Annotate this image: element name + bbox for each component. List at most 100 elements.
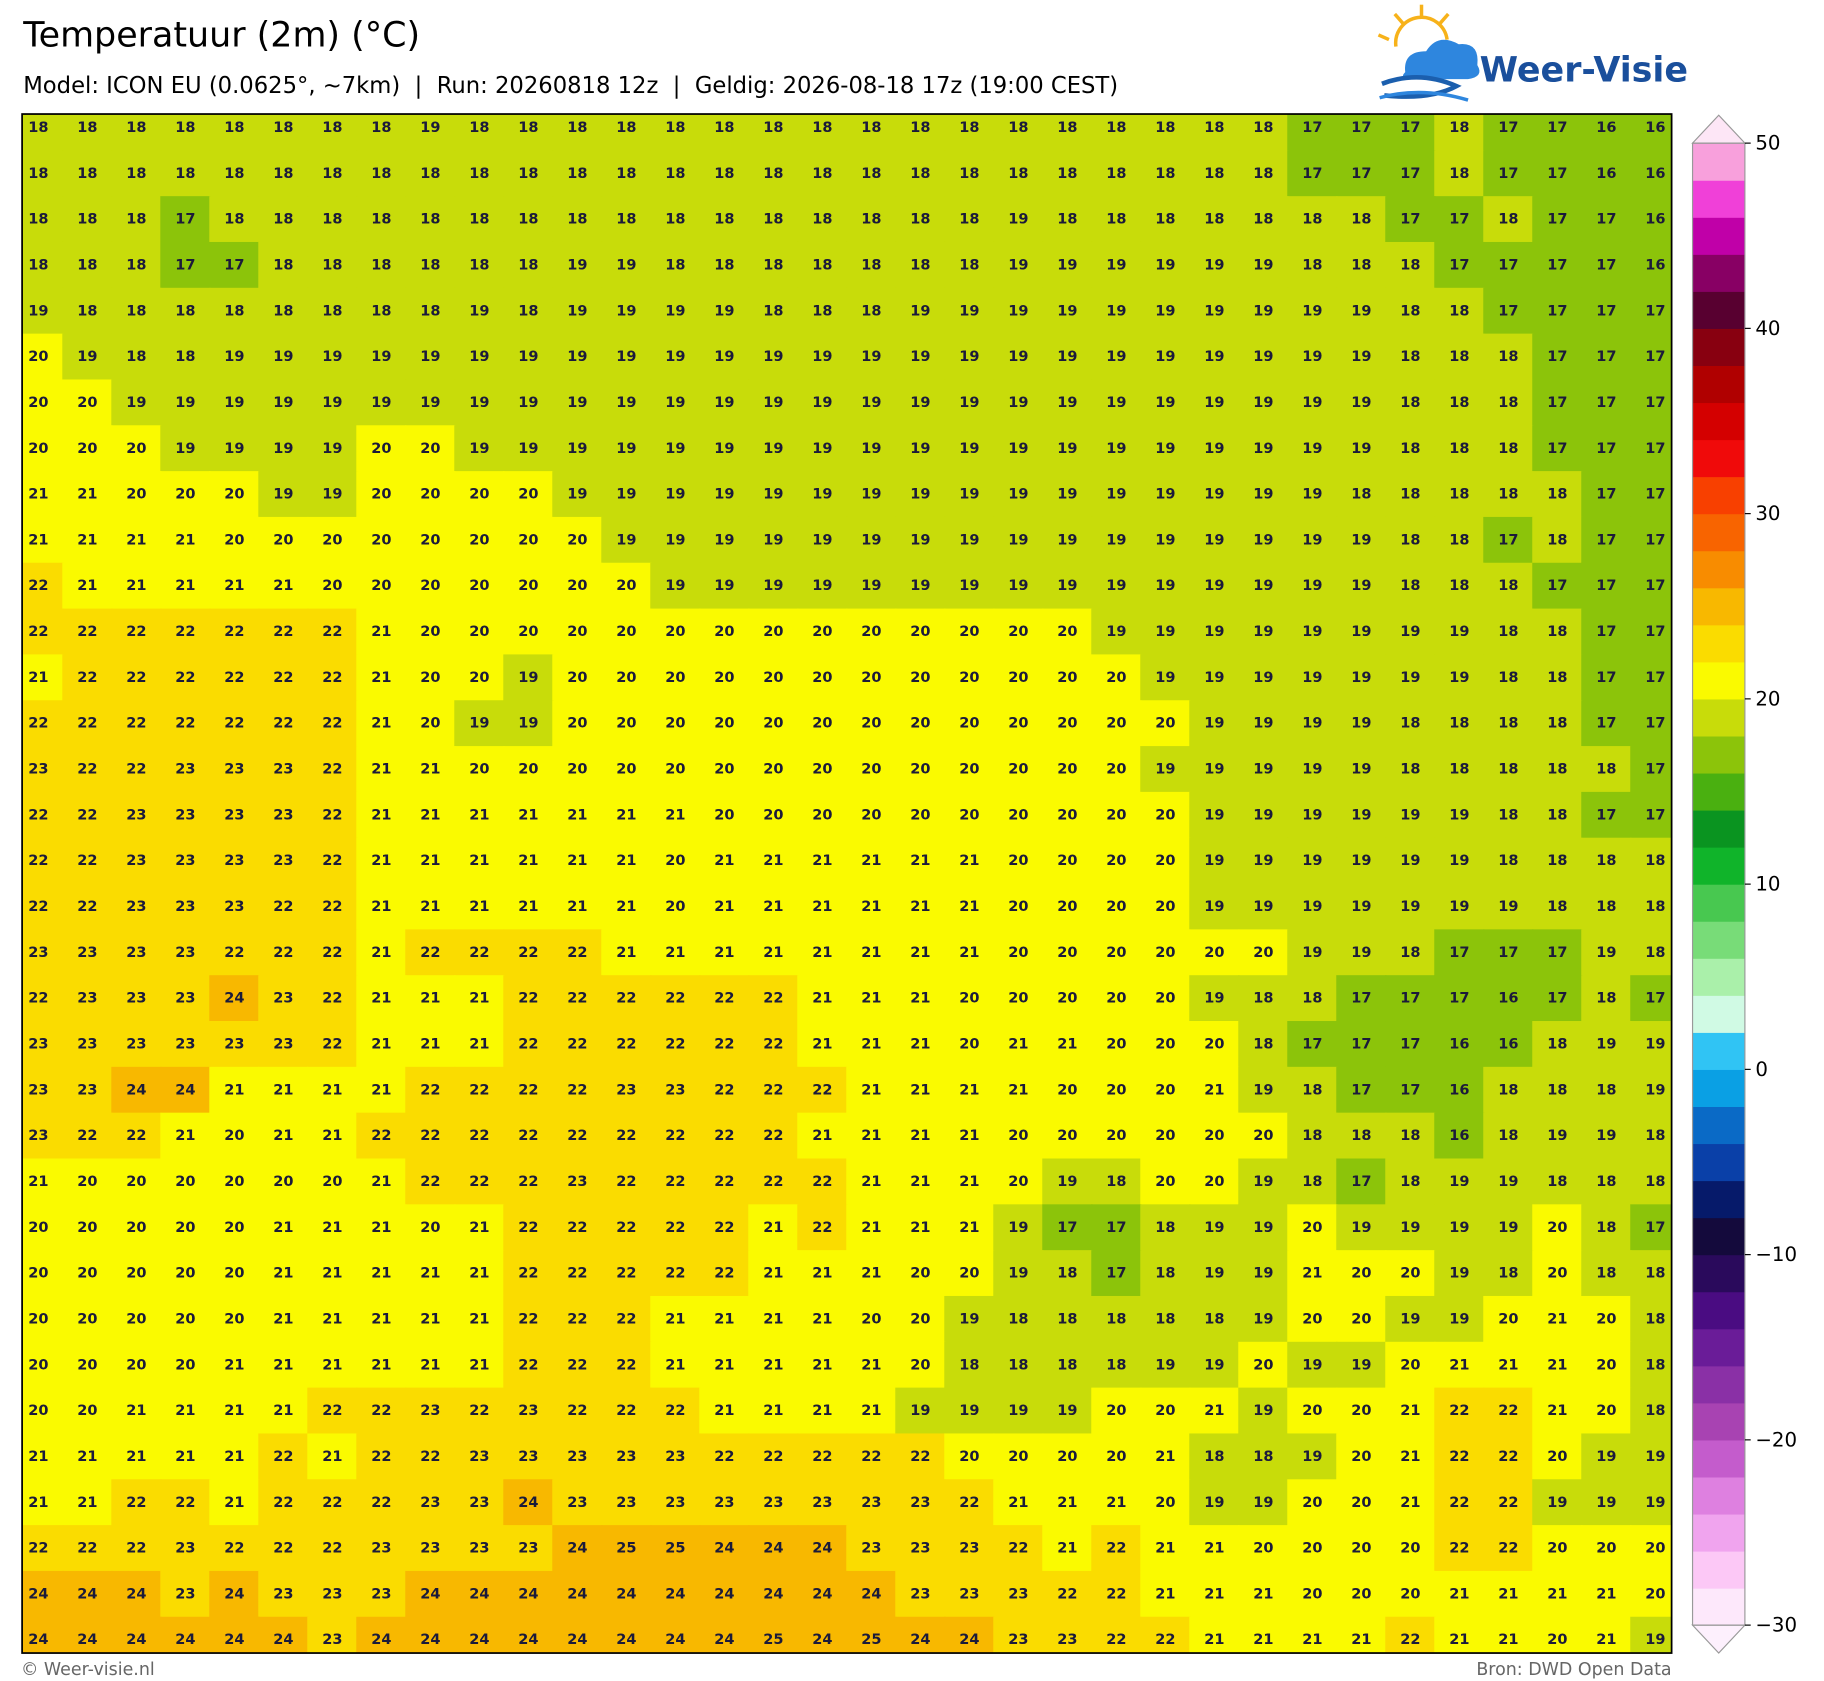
temperature-label: 20	[28, 349, 48, 365]
temperature-cell	[1140, 516, 1191, 564]
temperature-cell	[797, 150, 848, 198]
temperature-cell	[22, 1250, 64, 1298]
temperature-cell	[944, 196, 995, 244]
temperature-cell	[62, 425, 113, 473]
temperature-label: 18	[175, 303, 195, 319]
temperature-label: 19	[812, 487, 832, 503]
temperature-label: 20	[420, 532, 440, 548]
temperature-label: 24	[175, 1082, 195, 1098]
temperature-cell	[1630, 700, 1672, 748]
temperature-cell	[1630, 516, 1672, 564]
temperature-cell	[1140, 1021, 1191, 1069]
temperature-label: 18	[371, 120, 391, 136]
temperature-label: 19	[1106, 624, 1126, 640]
temperature-label: 18	[224, 166, 244, 182]
temperature-label: 18	[1400, 257, 1420, 273]
temperature-label: 21	[616, 807, 636, 823]
temperature-label: 16	[1449, 1128, 1469, 1144]
temperature-label: 24	[616, 1632, 636, 1648]
temperature-cell	[1238, 1525, 1289, 1573]
temperature-cell	[356, 929, 407, 977]
temperature-label: 19	[469, 441, 489, 457]
temperature-label: 24	[28, 1632, 48, 1648]
temperature-label: 20	[420, 1220, 440, 1236]
temperature-cell	[797, 1433, 848, 1481]
temperature-label: 23	[175, 1037, 195, 1053]
temperature-label: 21	[371, 1174, 391, 1190]
temperature-cell	[797, 379, 848, 427]
temperature-label: 21	[763, 899, 783, 915]
temperature-label: 18	[1204, 212, 1224, 228]
temperature-label: 22	[322, 991, 342, 1007]
temperature-label: 20	[224, 1266, 244, 1282]
temperature-cell	[846, 975, 897, 1023]
temperature-cell	[1434, 700, 1485, 748]
temperature-label: 22	[322, 807, 342, 823]
temperature-cell	[62, 975, 113, 1023]
temperature-label: 19	[959, 441, 979, 457]
temperature-cell	[1238, 379, 1289, 427]
temperature-label: 20	[665, 670, 685, 686]
temperature-label: 18	[28, 257, 48, 273]
footer-left: © Weer-visie.nl	[21, 1660, 155, 1680]
temperature-cell	[1336, 1387, 1387, 1435]
temperature-cell	[650, 471, 701, 519]
temperature-cell	[993, 1158, 1044, 1206]
temperature-cell	[1532, 287, 1583, 335]
temperature-cell	[1042, 196, 1093, 244]
temperature-cell	[1483, 1066, 1534, 1114]
temperature-label: 18	[322, 120, 342, 136]
temperature-label: 18	[77, 257, 97, 273]
temperature-cell	[405, 1433, 456, 1481]
temperature-label: 22	[322, 945, 342, 961]
temperature-cell	[1630, 1433, 1672, 1481]
temperature-label: 18	[28, 166, 48, 182]
temperature-label: 21	[714, 1403, 734, 1419]
temperature-cell	[699, 837, 750, 885]
temperature-cell	[944, 883, 995, 931]
temperature-label: 18	[812, 257, 832, 273]
temperature-label: 20	[224, 532, 244, 548]
temperature-cell	[356, 883, 407, 931]
temperature-label: 22	[665, 1037, 685, 1053]
temperature-label: 20	[518, 532, 538, 548]
temperature-cell	[1189, 1204, 1240, 1252]
temperature-cell	[748, 196, 799, 244]
temperature-cell	[1336, 929, 1387, 977]
temperature-cell	[1189, 425, 1240, 473]
temperature-cell	[1140, 1112, 1191, 1160]
temperature-label: 22	[567, 991, 587, 1007]
temperature-cell	[454, 333, 505, 381]
temperature-cell	[1336, 1158, 1387, 1206]
temperature-label: 18	[1253, 212, 1273, 228]
temperature-label: 19	[714, 487, 734, 503]
temperature-cell	[748, 1066, 799, 1114]
temperature-cell	[1189, 1433, 1240, 1481]
temperature-cell	[846, 1066, 897, 1114]
temperature-label: 23	[910, 1495, 930, 1511]
temperature-cell	[22, 196, 64, 244]
temperature-label: 18	[273, 120, 293, 136]
temperature-cell	[258, 1433, 309, 1481]
temperature-label: 21	[420, 1357, 440, 1373]
temperature-label: 19	[1253, 1266, 1273, 1282]
temperature-cell	[22, 1433, 64, 1481]
temperature-cell	[209, 425, 260, 473]
temperature-label: 18	[371, 257, 391, 273]
temperature-label: 25	[616, 1541, 636, 1557]
colorbar-band	[1692, 1439, 1745, 1478]
temperature-label: 21	[28, 532, 48, 548]
temperature-cell	[895, 654, 946, 702]
temperature-label: 18	[1498, 807, 1518, 823]
temperature-cell	[1630, 287, 1672, 335]
temperature-label: 22	[126, 670, 146, 686]
temperature-cell	[1483, 1525, 1534, 1573]
temperature-label: 24	[420, 1586, 440, 1602]
temperature-cell	[650, 791, 701, 839]
temperature-label: 20	[1057, 945, 1077, 961]
temperature-label: 20	[77, 1220, 97, 1236]
colorbar-tick-label: 30	[1755, 502, 1780, 525]
temperature-cell	[1238, 1112, 1289, 1160]
temperature-label: 19	[273, 487, 293, 503]
temperature-cell	[1189, 837, 1240, 885]
